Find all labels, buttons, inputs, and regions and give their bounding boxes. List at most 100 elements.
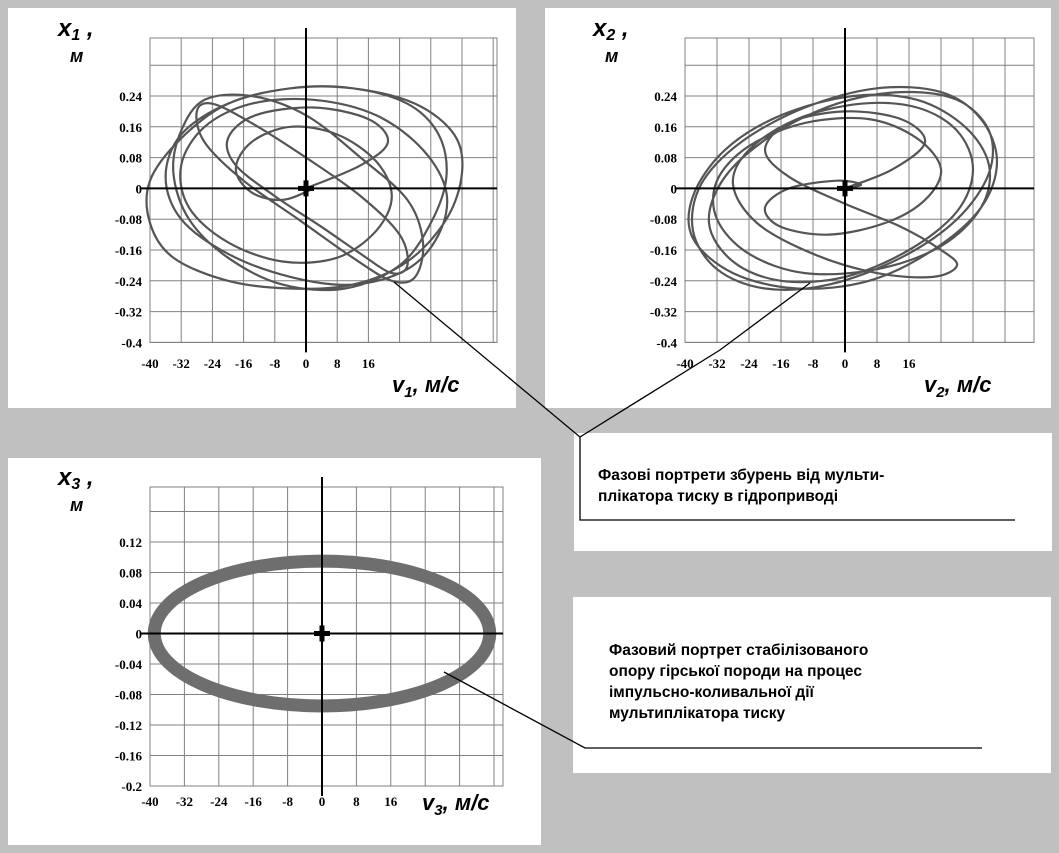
x-axis-label: v1, м/с [392,372,459,401]
y-tick-label: 0.16 [654,120,677,135]
x-tick-label: 16 [384,794,398,809]
caption-bottom-line-4: мультиплікатора тиску [609,705,786,722]
x-tick-label: -8 [808,356,819,371]
y-tick-label: -0.4 [121,335,142,350]
y-axis-label-symbol: x [56,15,73,42]
y-tick-label: 0.08 [119,151,142,166]
grid-3 [149,487,503,787]
x-axis-label-symbol: v [924,372,938,397]
x-tick-label: -24 [204,356,222,371]
y-axis-unit: м [70,46,83,66]
y-axis-label-suffix: , [80,464,93,491]
y-tick-label: -0.08 [115,212,143,227]
plot-frame [684,37,1035,343]
y-tick-label: 0.24 [119,89,142,104]
x-tick-label: -40 [676,356,693,371]
x-tick-label: 0 [303,356,310,371]
caption-top-line-1: Фазові портрети збурень від мульти- [598,467,885,484]
caption-bottom-line-2: опору гірської породи на процес [609,663,862,680]
y-tick-label: -0.16 [650,243,678,258]
chart-panel-3 [8,458,541,845]
y-axis-label: x1 , [56,15,94,44]
x-tick-label: -8 [282,794,293,809]
y-tick-label: -0.4 [656,335,677,350]
x-tick-label: 8 [874,356,881,371]
y-tick-label: 0 [136,181,143,196]
x-axis-label: v2, м/с [924,372,991,401]
x-tick-label: -32 [176,794,193,809]
x-axis-label: v3, м/с [422,790,489,819]
caption-bottom-text: Фазовий портрет стабілізованого опору гі… [609,640,1029,724]
y-axis-label-sub: 1 [71,27,80,44]
y-axis-label-suffix: , [615,15,628,42]
chart-panel-1 [8,8,516,408]
x-tick-label: -24 [210,794,228,809]
y-axis-label-suffix: , [80,15,93,42]
x-tick-label: 8 [353,794,360,809]
y-tick-label: -0.32 [650,305,677,320]
x-axis-label-sub: 1 [404,384,412,401]
y-axis-unit: м [605,46,618,66]
chart-1: 0.24 0.16 0.08 0 -0.08 -0.16 -0.24 -0.32 -0.4 -40… [56,15,498,401]
y-tick-label: -0.16 [115,749,143,764]
caption-top-text: Фазові портрети збурень від мульти- плік… [598,465,1028,507]
x-axis-label-unit: , м/с [412,372,460,397]
x-tick-label: -8 [269,356,280,371]
x-tick-label: 16 [903,356,917,371]
y-tick-label: -0.24 [650,274,678,289]
x-tick-label: -32 [173,356,190,371]
x-tick-label: 0 [842,356,849,371]
chart-3: 0.12 0.08 0.04 0 -0.04 -0.08 -0.12 -0.16 -0.2-40… [56,464,504,819]
x-tick-label: 0 [319,794,326,809]
x-axis-label-symbol: v [392,372,406,397]
y-axis-label: x2 , [591,15,629,44]
y-tick-label: 0 [136,627,143,642]
x-tick-label: -16 [235,356,253,371]
y-axis-label-sub: 3 [71,476,80,493]
y-tick-label: -0.32 [115,305,142,320]
caption-bottom-line-1: Фазовий портрет стабілізованого [609,642,869,659]
y-tick-label: 0.08 [119,566,142,581]
x-axis-label-symbol: v [422,790,436,815]
y-tick-label: 0 [671,181,678,196]
x-tick-label: -24 [740,356,758,371]
x-tick-label: -40 [141,356,158,371]
y-tick-label: 0.08 [654,151,677,166]
x-tick-label: -16 [772,356,790,371]
phase-trajectory [145,85,464,292]
y-axis-label-symbol: x [56,464,73,491]
plot-frame [149,37,498,343]
y-tick-label: -0.08 [650,212,678,227]
caption-box-top: Фазові портрети збурень від мульти- плік… [574,433,1052,551]
x-tick-label: -40 [141,794,158,809]
y-axis-label-symbol: x [591,15,608,42]
y-tick-label: -0.24 [115,274,143,289]
chart-2: 0.24 0.16 0.08 0 -0.08 -0.16 -0.24 -0.32 -0.4 -40… [591,15,1035,401]
x-axis-label-unit: , м/с [944,372,992,397]
leader-line-2 [579,282,811,438]
caption-box-bottom: Фазовий портрет стабілізованого опору гі… [573,597,1051,773]
y-tick-label: 0.12 [119,535,142,550]
x-tick-label: 8 [334,356,341,371]
x-tick-label: 16 [362,356,376,371]
caption-bottom-line-3: імпульсно-коливальної дії [609,684,814,701]
leader-line-1 [393,281,1015,521]
y-tick-label: -0.12 [115,718,142,733]
x-axis-label-unit: , м/с [442,790,490,815]
y-axis-label-sub: 2 [605,27,615,44]
y-tick-label: -0.16 [115,243,143,258]
phase-trajectory [687,85,999,291]
x-tick-label: -32 [708,356,725,371]
y-tick-label: 0.16 [119,120,142,135]
x-tick-label: -16 [245,794,263,809]
plot-frame [149,486,504,787]
leader-line-3 [443,671,982,749]
y-tick-label: -0.04 [115,657,143,672]
y-axis-label: x3 , [56,464,94,493]
x-axis-label-sub: 2 [935,384,945,401]
y-tick-label: -0.2 [121,779,142,794]
y-axis-unit: м [70,495,83,515]
y-tick-label: 0.04 [119,596,142,611]
caption-top-line-2: плікатора тиску в гідроприводі [598,488,839,505]
